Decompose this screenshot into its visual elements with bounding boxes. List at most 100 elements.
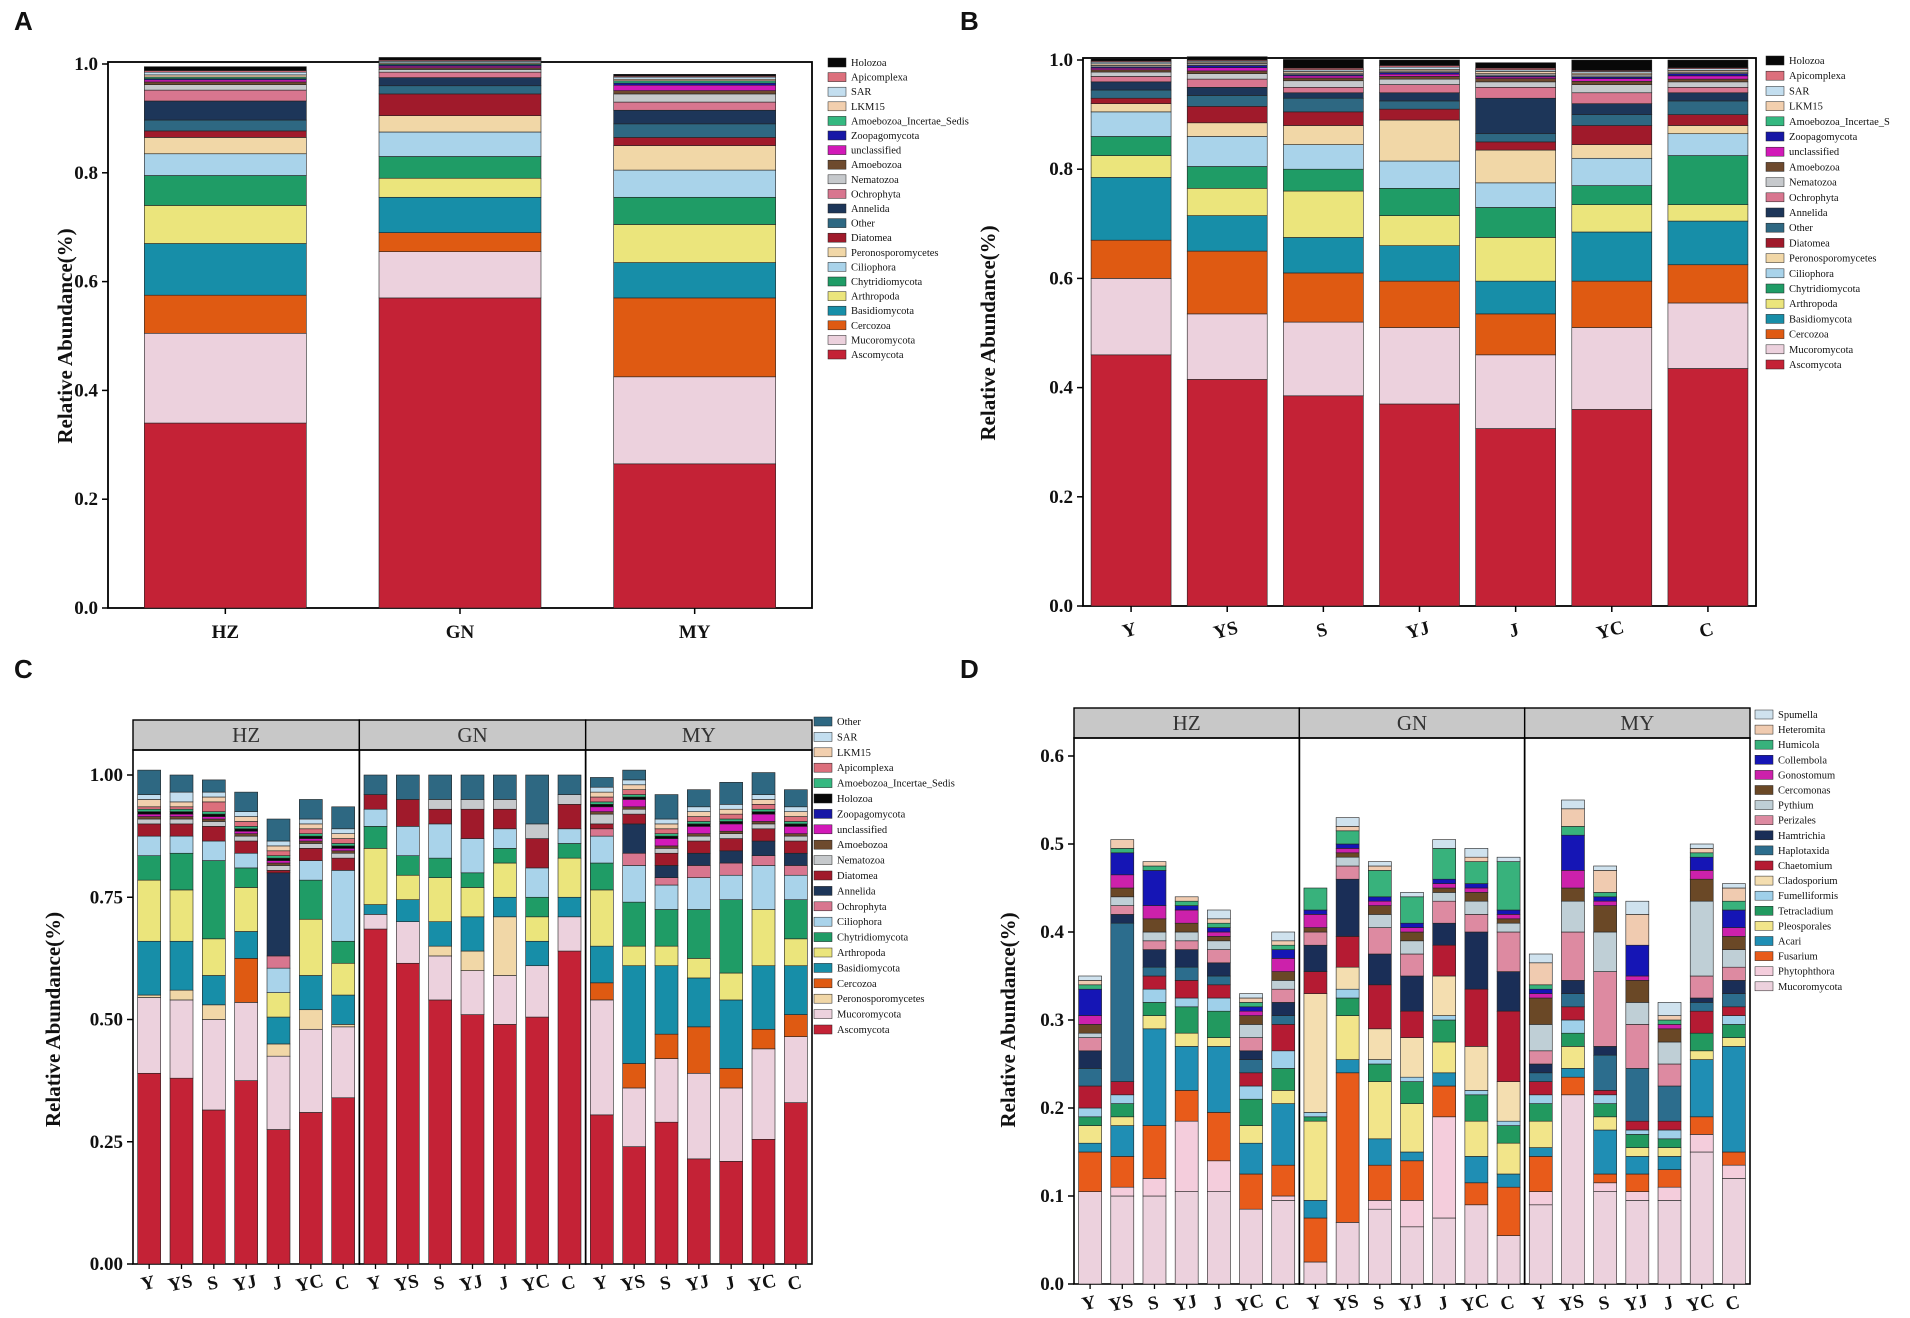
panel-d-bar-gn-j-segment-cercomonas	[1432, 887, 1456, 893]
panel-c-bar-hz-yc-segment-amoebozoa	[299, 840, 323, 844]
panel-d-xtick-label: YC	[1234, 1290, 1265, 1316]
panel-c-bar-my-s-segment-chytridiomycota	[654, 909, 679, 947]
panel-c-bar-hz-yj-segment-ascomycota	[234, 1080, 258, 1265]
panel-b-bar-s-segment-chytridiomycota	[1283, 168, 1364, 192]
panel-d-bar-gn-ys-segment-tetracladium	[1335, 997, 1360, 1016]
panel-b-bar-y-segment-chytridiomycota	[1090, 136, 1172, 156]
panel-c-bar-hz-s-segment-ascomycota	[202, 1109, 226, 1265]
panel-b-legend-swatch	[1765, 177, 1785, 187]
panel-b-bar-yc-segment-chytridiomycota	[1571, 185, 1653, 205]
panel-a-bar-hz-segment-other	[144, 119, 307, 132]
panel-b-legend-swatch	[1765, 344, 1785, 355]
panel-d-bar-my-s-segment-acari	[1593, 1129, 1617, 1175]
panel-b-bar-yj-segment-unclassified	[1379, 73, 1460, 77]
panel-d-bar-gn-s-segment-chaetomium	[1368, 984, 1392, 1030]
panel-d-bar-gn-c-segment-pleosporales	[1496, 1142, 1521, 1175]
panel-b-bar-j-segment-diatomea	[1475, 141, 1556, 151]
panel-b-bar-c-segment-ascomycota	[1667, 368, 1749, 607]
panel-c-bar-my-c-segment-ciliophora	[784, 874, 808, 900]
panel-d-bar-hz-yc-segment-fumelliformis	[1239, 1085, 1263, 1100]
panel-c-bar-hz-ys-segment-basidiomycota	[169, 940, 194, 991]
panel-c-legend-swatch	[813, 762, 833, 773]
panel-c-bar-hz-yj-segment-amoebozoa	[234, 833, 258, 837]
panel-b-bar-c-segment-mucoromycota	[1667, 302, 1749, 369]
panel-a-legend-label: Ochrophyta	[851, 189, 901, 200]
panel-c-bar-gn-ys-segment-diatomea	[396, 799, 420, 827]
panel-d-bar-gn-yc-segment-fumelliformis	[1464, 1090, 1489, 1096]
panel-c-bar-hz-y-segment-nematozoa	[137, 818, 161, 825]
panel-d-bar-my-yj-segment-tetracladium	[1625, 1134, 1650, 1148]
panel-a-legend-swatch	[827, 57, 847, 68]
panel-b-legend-swatch	[1765, 86, 1785, 96]
panel-b-bar-s-segment-diatomea	[1283, 111, 1364, 126]
panel-c-bar-hz-ys-segment-chytridiomycota	[169, 852, 194, 891]
panel-d-bar-hz-ys-segment-fumelliformis	[1110, 1094, 1135, 1104]
panel-a-legend-label: Amoebozoa	[851, 160, 902, 171]
panel-d-legend-label: Perizales	[1778, 816, 1816, 827]
panel-d-bar-hz-j-segment-fumelliformis	[1207, 997, 1231, 1012]
panel-c-bar-hz-y-segment-diatomea	[137, 823, 161, 837]
panel-c-bar-my-y-segment-basidiomycota	[590, 945, 614, 984]
panel-d-legend-swatch	[1754, 966, 1774, 976]
panel-b-bar-yj-segment-cercozoa	[1379, 280, 1460, 328]
panel-b-bar-j-segment-nematozoa	[1475, 81, 1556, 88]
panel-d-bar-gn-c-segment-chaetomium	[1496, 1010, 1521, 1082]
panel-d-bar-hz-j-segment-gonostomum	[1207, 931, 1231, 937]
panel-c-bar-my-c-segment-unclassified	[784, 826, 808, 834]
panel-c-bar-my-c-segment-basidiomycota	[784, 965, 808, 1015]
panel-c-bar-hz-yc-segment-peronosporomycetes	[299, 1009, 323, 1030]
panel-a-legend-label: Nematozoa	[851, 175, 899, 186]
panel-b-xtick-label: J	[1507, 619, 1522, 642]
panel-d-bar-my-yj-segment-spumella	[1625, 900, 1650, 915]
panel-c-legend-label: Annelida	[837, 886, 876, 897]
panel-c-bar-my-yc-segment-ascomycota	[751, 1139, 776, 1265]
panel-d-bar-gn-j-segment-fumelliformis	[1432, 1015, 1456, 1021]
panel-d-bar-my-ys-segment-chaetomium	[1561, 1006, 1585, 1021]
panel-c-bar-my-yj-segment-arthropoda	[687, 958, 711, 979]
panel-c-bar-hz-ys-segment-amoebozoa-incertae-sedis	[169, 808, 194, 812]
panel-c-bar-my-yj-segment-amoebozoa	[687, 833, 711, 837]
panel-c-bar-hz-c-segment-amoebozoa-incertae-sedis	[331, 843, 355, 847]
panel-d-bar-my-ys-segment-mucoromycota	[1561, 1094, 1585, 1285]
panel-b-legend-label: Other	[1789, 223, 1813, 234]
panel-d-xtick-label: C	[1724, 1292, 1742, 1315]
panel-a-legend-label: LKM15	[851, 102, 885, 113]
panel-c-bar-hz-j-segment-ascomycota	[266, 1129, 291, 1265]
panel-d-bar-hz-yj-segment-perizales	[1174, 940, 1199, 950]
panel-a-bar-my-segment-amoebozoa	[613, 90, 776, 95]
panel-d-bar-gn-c-segment-hamtrichia	[1496, 971, 1521, 1012]
panel-c-bar-my-c-segment-ochrophyta	[784, 865, 808, 876]
panel-d-bar-hz-j-segment-spumella	[1207, 909, 1231, 920]
panel-a-bar-hz-segment-diatomea	[144, 130, 307, 138]
panel-d-bar-my-y-segment-gonostomum	[1528, 993, 1553, 999]
panel-a-legend-swatch	[827, 145, 847, 155]
panel-d-bar-gn-c-segment-gonostomum	[1496, 914, 1521, 920]
panel-d-bar-my-yj-segment-collembola	[1625, 944, 1650, 977]
panel-c-bar-my-s-segment-unclassified	[654, 838, 679, 847]
panel-b-bar-yj-segment-other	[1379, 100, 1460, 110]
panel-d-bar-gn-yc-segment-cercomonas	[1464, 892, 1489, 902]
panel-b-legend-swatch	[1765, 238, 1785, 248]
panel-d-bar-my-c-segment-acari	[1722, 1046, 1746, 1153]
panel-c-bar-my-s-segment-ciliophora	[654, 884, 679, 910]
panel-a-y-axis-label: Relative Abundance(%)	[53, 228, 77, 443]
panel-d-bar-hz-y-segment-acari	[1078, 1142, 1102, 1153]
panel-b-ytick-label: 0.8	[1049, 159, 1073, 180]
panel-c-bar-my-j-segment-ascomycota	[719, 1161, 743, 1265]
panel-d-bar-hz-c-segment-spumella	[1271, 931, 1296, 942]
panel-d-bar-hz-y-segment-collembola	[1078, 988, 1102, 1016]
panel-c-bar-my-c-segment-sar	[784, 806, 808, 812]
panel-c-bar-gn-c-segment-ciliophora	[557, 828, 582, 844]
panel-a-legend-swatch	[827, 86, 847, 97]
panel-a-bar-hz-segment-annelida	[144, 100, 307, 121]
panel-c-bar-hz-ys-segment-arthropoda	[169, 889, 194, 942]
panel-b-legend-swatch	[1765, 314, 1785, 324]
panel-b-legend-label: LKM15	[1789, 102, 1823, 113]
panel-b-bar-yc-segment-ochrophyta	[1571, 92, 1653, 104]
panel-a-bar-my-segment-unclassified	[613, 84, 776, 91]
panel-a-legend-swatch	[827, 189, 847, 199]
panel-c-bar-my-yc-segment-cercozoa	[751, 1028, 776, 1050]
panel-c-bar-gn-ys-segment-basidiomycota	[396, 899, 420, 923]
panel-d-bar-gn-yc-segment-collembola	[1464, 883, 1489, 889]
panel-b-bar-j-segment-basidiomycota	[1475, 280, 1556, 315]
